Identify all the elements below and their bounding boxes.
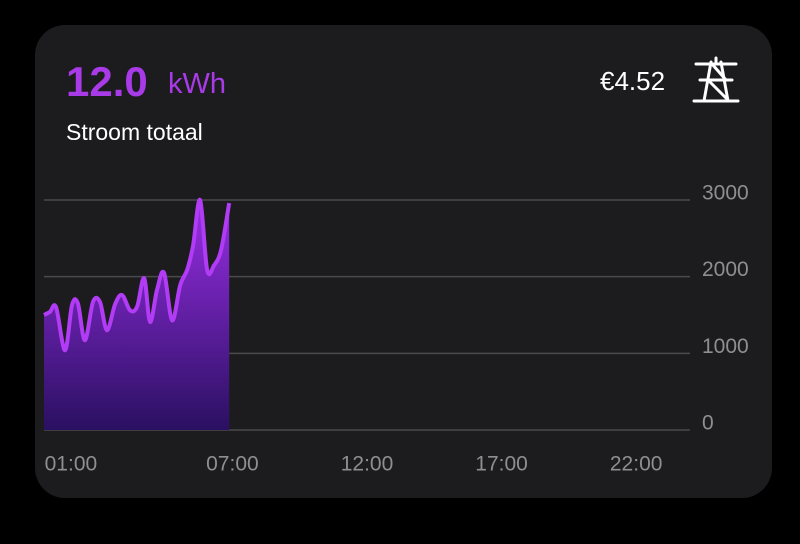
y-tick-label: 3000: [702, 182, 749, 205]
y-tick-label: 1000: [702, 335, 749, 358]
x-tick-label: 07:00: [206, 453, 259, 476]
line: [43, 197, 232, 353]
pylon-icon: [692, 56, 740, 103]
cost: €4.52: [600, 66, 666, 96]
area: [44, 199, 230, 430]
card-label: Stroom totaal: [66, 119, 203, 145]
x-tick-label: 22:00: [610, 453, 663, 476]
x-tick-label: 17:00: [475, 453, 528, 476]
y-tick-label: 0: [702, 412, 714, 435]
x-tick-label: 01:00: [45, 453, 98, 476]
energy-unit: kWh: [168, 68, 226, 100]
x-tick-label: 12:00: [341, 453, 394, 476]
y-tick-label: 2000: [702, 258, 749, 281]
energy-value: 12.0: [66, 58, 148, 105]
